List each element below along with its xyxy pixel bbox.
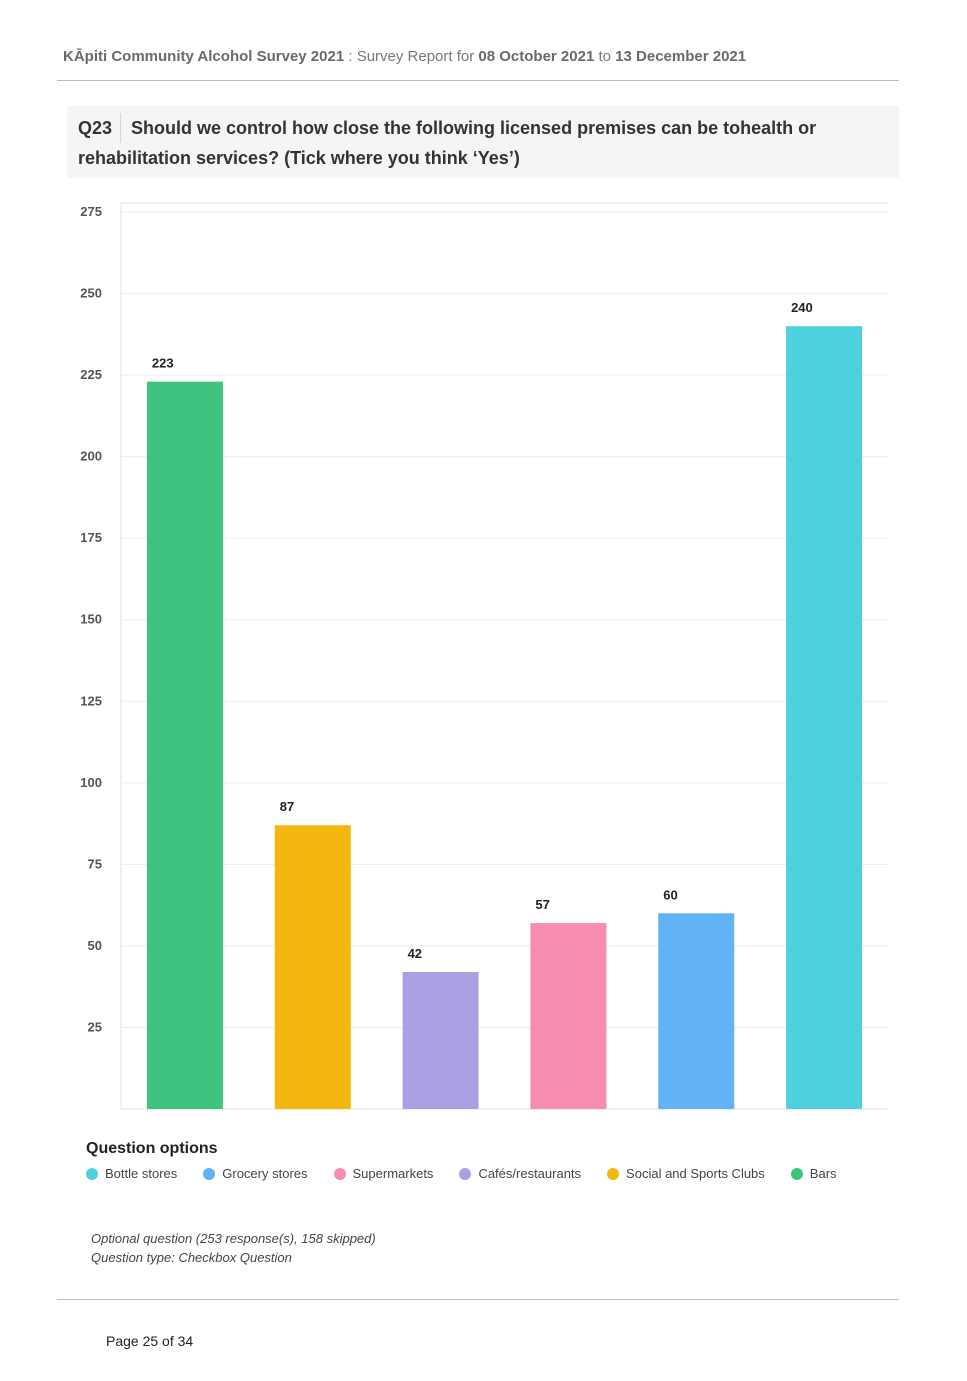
- y-tick-label: 75: [88, 856, 102, 871]
- legend-item: Social and Sports Clubs: [607, 1166, 765, 1181]
- date-from: 08 October 2021: [478, 48, 595, 65]
- bar-value-label: 42: [408, 946, 422, 961]
- question-number: Q23: [78, 113, 122, 143]
- legend-label: Cafés/restaurants: [478, 1166, 582, 1181]
- legend-dot-icon: [607, 1167, 620, 1180]
- bar-3: [402, 972, 479, 1109]
- legend-item: Bars: [790, 1166, 837, 1181]
- bar-value-label: 223: [152, 356, 174, 371]
- bar-6: [786, 326, 863, 1109]
- to-label: to: [594, 48, 616, 65]
- legend-label: Bars: [809, 1166, 837, 1181]
- question-type-note: Question type: Checkbox Question: [91, 1250, 292, 1265]
- y-tick-label: 25: [88, 1019, 102, 1034]
- legend-dot-icon: [459, 1167, 472, 1180]
- question-box: Q23 Should we control how close the follo…: [67, 106, 899, 178]
- legend-item: Cafés/restaurants: [459, 1166, 581, 1181]
- y-tick-label: 200: [80, 449, 102, 464]
- footer-divider: [57, 1299, 899, 1300]
- y-tick-label: 225: [80, 367, 102, 382]
- question-text-block: Q23 Should we control how close the follo…: [78, 113, 878, 173]
- y-tick-label: 250: [80, 286, 102, 301]
- report-label: Survey Report for: [356, 48, 479, 65]
- bar-5: [658, 913, 735, 1109]
- optional-note: Optional question (253 response(s), 158 …: [91, 1231, 376, 1246]
- bar-value-label: 60: [663, 887, 677, 902]
- legend-item: Bottle stores: [86, 1166, 177, 1181]
- bar-chart: 25 50 75 100 125 150 175 200 225 250 275 223 87 42 57 6…: [80, 202, 888, 1110]
- y-tick-label: 275: [80, 204, 102, 219]
- survey-name: KĀpiti Community Alcohol Survey 2021: [63, 48, 345, 65]
- legend-label: Grocery stores: [222, 1166, 308, 1181]
- y-tick-label: 125: [80, 693, 102, 708]
- y-tick-label: 175: [80, 530, 102, 545]
- bar-4: [530, 923, 607, 1109]
- legend-title: Question options: [86, 1140, 218, 1157]
- bar-1: [146, 381, 223, 1109]
- legend-label: Social and Sports Clubs: [626, 1166, 765, 1181]
- header-divider: [57, 80, 899, 81]
- question-text: Should we control how close the followin…: [78, 118, 817, 168]
- date-to: 13 December 2021: [615, 48, 747, 65]
- bar-value-label: 87: [280, 799, 294, 814]
- legend-item: Grocery stores: [203, 1166, 308, 1181]
- legend-dot-icon: [203, 1167, 216, 1180]
- y-tick-label: 50: [88, 938, 102, 953]
- bar-value-label: 240: [791, 300, 813, 315]
- bar-value-label: 57: [535, 897, 549, 912]
- legend-label: Bottle stores: [105, 1166, 178, 1181]
- report-header: KĀpiti Community Alcohol Survey 2021 : S…: [63, 48, 746, 65]
- legend-dot-icon: [333, 1167, 346, 1180]
- bar-2: [274, 825, 351, 1109]
- legend-dot-icon: [790, 1167, 803, 1180]
- legend-dot-icon: [86, 1167, 98, 1180]
- legend-item: Supermarkets: [333, 1166, 434, 1181]
- header-separator: :: [344, 48, 357, 65]
- legend: Bottle stores Grocery stores Supermarkets C…: [86, 1166, 837, 1183]
- y-tick-label: 100: [80, 775, 102, 790]
- legend-label: Supermarkets: [352, 1166, 434, 1181]
- page-number: Page 25 of 34: [106, 1333, 194, 1349]
- y-tick-label: 150: [80, 612, 102, 627]
